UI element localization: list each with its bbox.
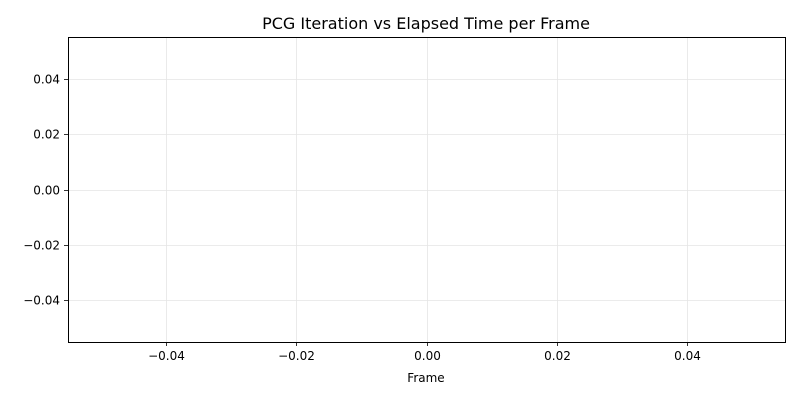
y-tick-label: −0.02 (23, 239, 60, 253)
grid (68, 37, 785, 342)
x-tick-label: 0.02 (544, 349, 571, 363)
plot-frame (68, 37, 786, 343)
x-axis-label: Frame (407, 371, 444, 385)
x-tick-label: −0.02 (278, 349, 315, 363)
y-tick-label: 0.02 (33, 128, 60, 142)
chart-title: PCG Iteration vs Elapsed Time per Frame (262, 14, 590, 33)
y-tick-label: −0.04 (23, 294, 60, 308)
x-tick-label: 0.00 (414, 349, 441, 363)
x-tick-label: 0.04 (674, 349, 701, 363)
y-tick-label: 0.00 (33, 184, 60, 198)
x-tick-label: −0.04 (148, 349, 185, 363)
ticks: −0.04 −0.02 0.00 0.02 0.04 −0.04 −0.02 0.00 0.02… (23, 73, 701, 364)
y-tick-label: 0.04 (33, 73, 60, 87)
